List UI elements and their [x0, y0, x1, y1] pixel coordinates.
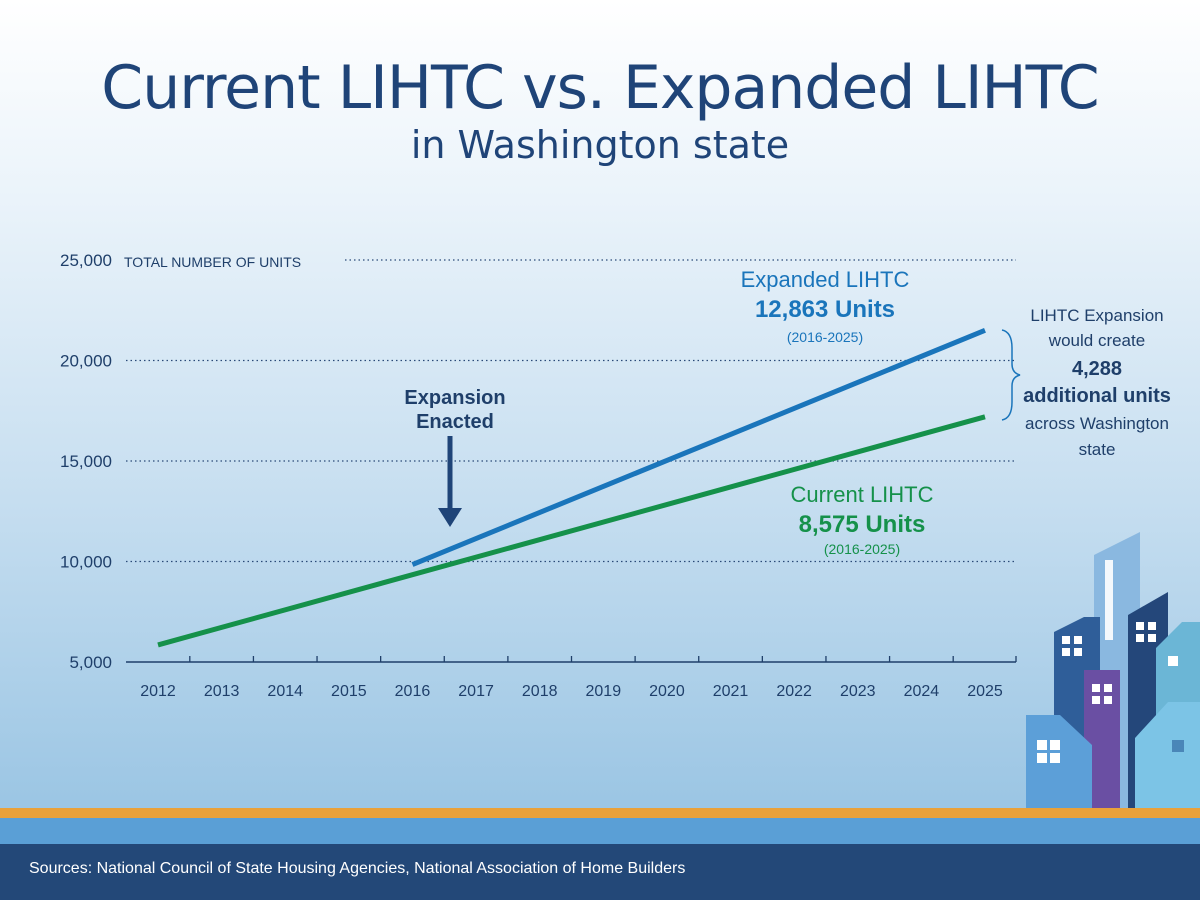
current-lihtc-label: Current LIHTC 8,575 Units (2016-2025) [790, 482, 933, 557]
down-arrow-icon [438, 508, 462, 527]
x-tick-label: 2015 [331, 683, 367, 700]
series-lines [157, 328, 986, 648]
current-units: 8,575 Units [799, 511, 926, 538]
x-tick-label: 2013 [204, 683, 240, 700]
enacted-label-line1: Expansion [404, 387, 505, 409]
x-tick-label: 2025 [967, 683, 1003, 700]
y-axis-label: TOTAL NUMBER OF UNITS [124, 254, 301, 270]
y-tick-label: 15,000 [60, 452, 112, 471]
x-tick-label: 2018 [522, 683, 558, 700]
city-illustration [1026, 532, 1200, 808]
x-tick-label: 2021 [713, 683, 749, 700]
x-tick-label: 2023 [840, 683, 876, 700]
summary-line5: across Washington [1025, 414, 1169, 433]
x-tick-label: 2012 [140, 683, 176, 700]
x-tick-label: 2020 [649, 683, 685, 700]
x-tick-label: 2017 [458, 683, 494, 700]
footer-bar: Sources: National Council of State Housi… [0, 844, 1200, 900]
orange-divider [0, 808, 1200, 818]
y-tick-label: 10,000 [60, 553, 112, 572]
x-tick-label: 2022 [776, 683, 812, 700]
expanded-name: Expanded LIHTC [741, 267, 910, 292]
summary-line2: would create [1048, 331, 1145, 350]
current-name: Current LIHTC [790, 482, 933, 507]
y-tick-label: 25,000 [60, 251, 112, 270]
current-range: (2016-2025) [824, 541, 900, 557]
y-tick-label: 5,000 [69, 653, 112, 672]
grid-lines [126, 259, 1016, 563]
expanded-units: 12,863 Units [755, 296, 895, 323]
summary-line4: additional units [1023, 385, 1171, 407]
summary-number: 4,288 [1072, 358, 1122, 380]
y-axis-ticks: 5,000 10,000 15,000 20,000 25,000 [60, 251, 112, 672]
y-tick-label: 20,000 [60, 352, 112, 371]
x-tick-label: 2014 [267, 683, 303, 700]
x-tick-label: 2016 [395, 683, 431, 700]
enacted-label-line2: Enacted [416, 411, 494, 433]
expansion-enacted-annotation: Expansion Enacted [404, 387, 506, 527]
x-axis-ticks: 2012 2013 2014 2015 2016 2017 2018 2019 2020 2021… [140, 656, 1017, 700]
sources-text: Sources: National Council of State Housi… [29, 860, 686, 877]
expanded-range: (2016-2025) [787, 329, 863, 345]
brace-icon [1001, 329, 1021, 421]
x-tick-label: 2024 [904, 683, 940, 700]
expanded-lihtc-line [411, 328, 986, 567]
expansion-summary: LIHTC Expansion would create 4,288 addit… [1023, 306, 1171, 459]
current-lihtc-line [157, 414, 986, 648]
summary-line6: state [1079, 440, 1116, 459]
expanded-lihtc-label: Expanded LIHTC 12,863 Units (2016-2025) [741, 267, 910, 345]
chart-title: Current LIHTC vs. Expanded LIHTC [101, 53, 1099, 123]
summary-line1: LIHTC Expansion [1030, 306, 1163, 325]
x-tick-label: 2019 [586, 683, 622, 700]
chart-subtitle: in Washington state [410, 123, 790, 167]
blue-divider [0, 818, 1200, 844]
